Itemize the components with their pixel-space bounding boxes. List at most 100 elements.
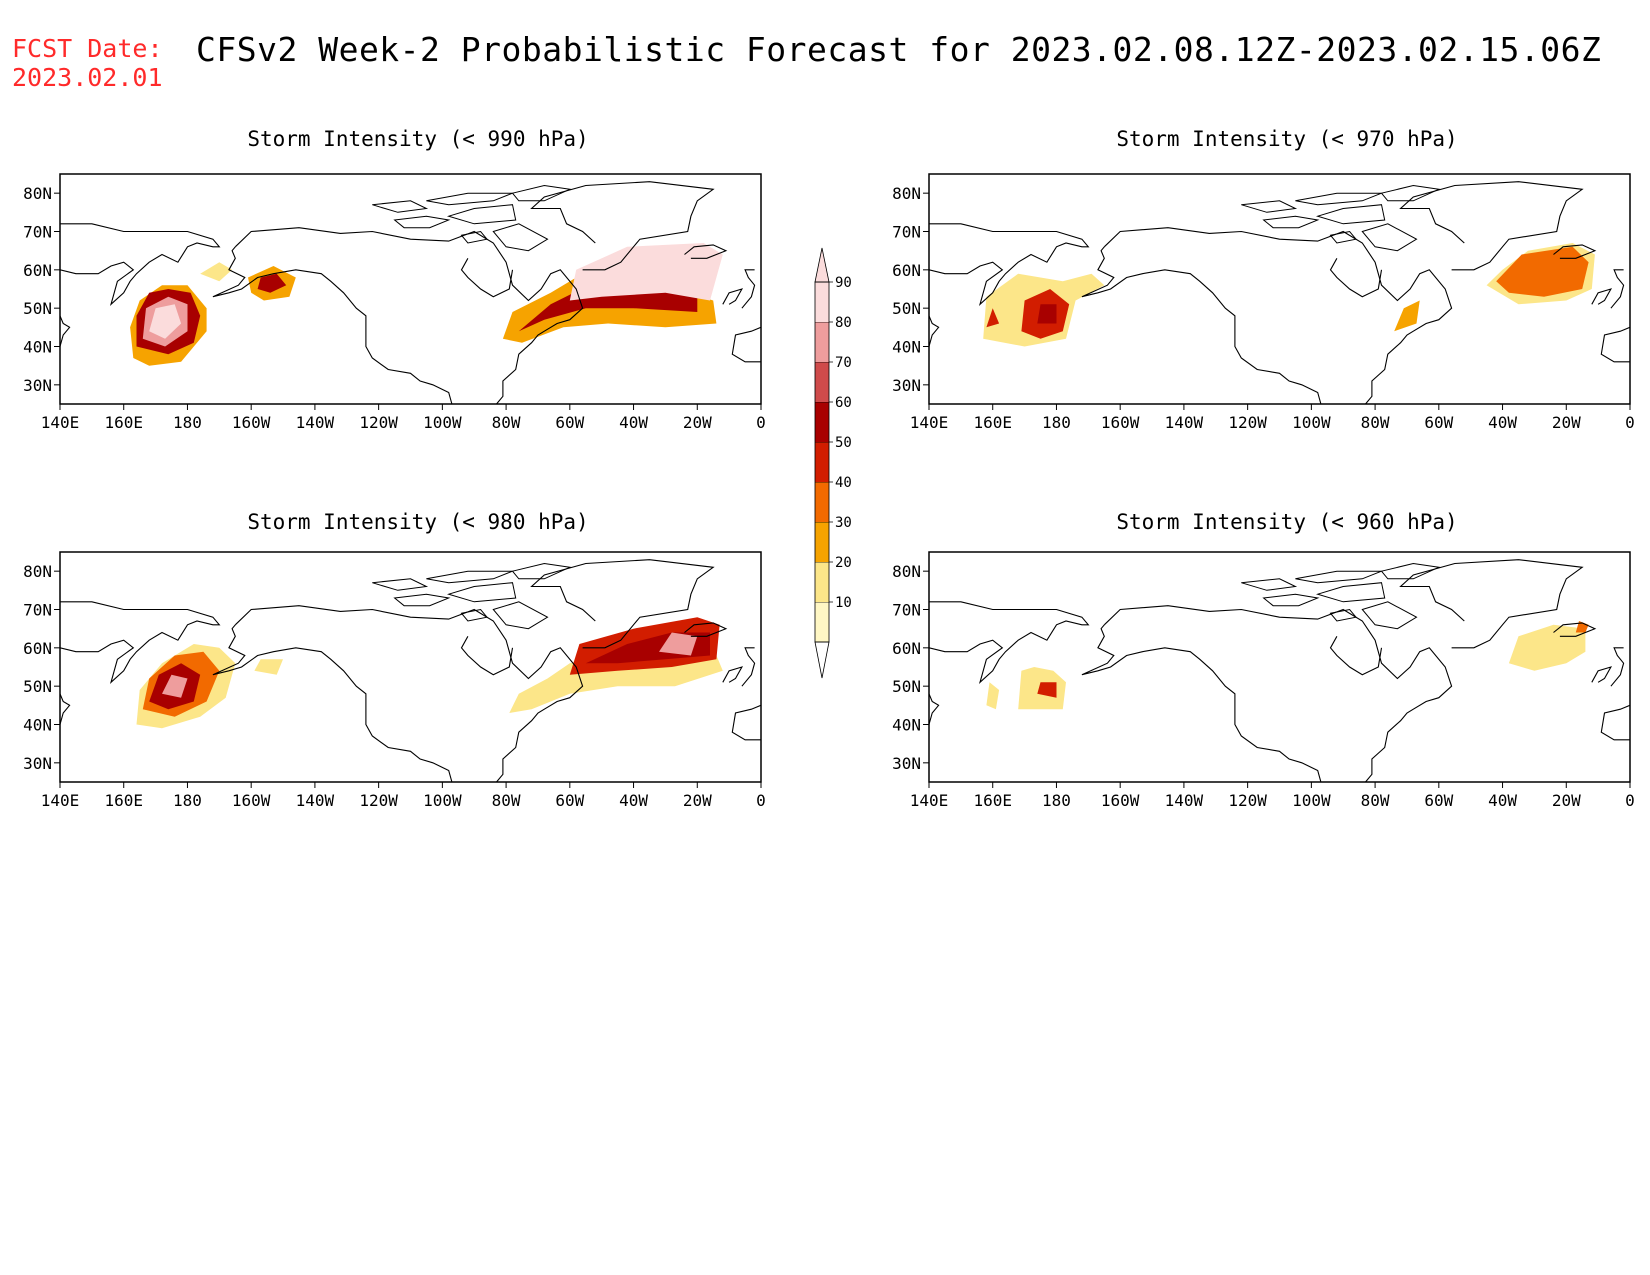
map-panel-980: Storm Intensity (< 980 hPa) 140E 160E 180 16… <box>23 510 766 810</box>
x-tick-label: 100W <box>1292 413 1331 432</box>
y-tick-label: 50N <box>23 299 52 318</box>
x-tick-label: 80W <box>1361 413 1390 432</box>
x-tick-label: 180 <box>1042 791 1071 810</box>
colorbar-label: 20 <box>835 555 852 571</box>
x-tick-label: 80W <box>492 791 521 810</box>
y-tick-label: 30N <box>892 754 921 773</box>
probability-region-60 <box>1037 304 1057 324</box>
x-tick-label: 20W <box>1552 413 1581 432</box>
colorbar-swatch <box>815 522 829 562</box>
arctic-island <box>1241 578 1298 591</box>
arctic-island <box>1262 593 1320 607</box>
probability-region-90 <box>569 243 723 301</box>
coastline <box>1103 227 1453 404</box>
map-panel-990: Storm Intensity (< 990 hPa) 140E 160E 180 16… <box>23 127 766 432</box>
colorbar-max-arrow <box>814 247 830 283</box>
arctic-island <box>1315 582 1386 603</box>
x-tick-label: 40W <box>619 413 648 432</box>
arctic-island <box>1295 192 1382 206</box>
coastline <box>530 181 715 271</box>
coastline <box>212 246 453 404</box>
probability-region-80 <box>162 674 188 698</box>
coastline <box>741 269 756 309</box>
page-title: CFSv2 Week-2 Probabilistic Forecast for … <box>196 30 1602 69</box>
coastline <box>60 315 71 347</box>
colorbar-swatch <box>815 562 829 602</box>
probability-region-30 <box>1394 300 1420 332</box>
colorbar-label: 50 <box>835 435 852 451</box>
x-tick-label: 120W <box>1228 413 1267 432</box>
coastline <box>929 223 1090 306</box>
y-tick-label: 30N <box>23 754 52 773</box>
x-tick-label: 160E <box>104 791 143 810</box>
arctic-island <box>1241 200 1298 213</box>
map-frame <box>59 173 762 405</box>
coastline <box>741 647 756 687</box>
x-tick-label: 0 <box>756 413 766 432</box>
x-tick-label: 20W <box>683 791 712 810</box>
colorbar-label: 80 <box>835 315 852 331</box>
coastline <box>530 559 715 649</box>
arctic-island <box>372 200 429 213</box>
probability-region-60 <box>518 285 698 332</box>
colorbar-label: 40 <box>835 475 852 491</box>
y-tick-label: 60N <box>23 639 52 658</box>
coastline <box>1081 624 1322 782</box>
x-tick-label: 160E <box>973 791 1012 810</box>
x-tick-label: 140W <box>296 413 335 432</box>
arctic-island <box>1315 204 1386 225</box>
y-tick-label: 40N <box>892 716 921 735</box>
colorbar-min-arrow <box>814 641 830 679</box>
coastline <box>1329 636 1383 676</box>
y-tick-label: 80N <box>23 562 52 581</box>
y-tick-label: 40N <box>892 338 921 357</box>
panel-title: Storm Intensity (< 970 hPa) <box>1116 127 1457 151</box>
y-tick-label: 40N <box>23 338 52 357</box>
arctic-island <box>1329 608 1357 622</box>
coastline <box>1610 269 1625 309</box>
x-tick-label: 140W <box>296 791 335 810</box>
panel-title: Storm Intensity (< 980 hPa) <box>247 510 588 534</box>
x-tick-label: 60W <box>555 791 584 810</box>
x-tick-label: 40W <box>1488 791 1517 810</box>
x-tick-label: 120W <box>359 791 398 810</box>
y-tick-label: 30N <box>23 376 52 395</box>
y-tick-label: 70N <box>23 223 52 242</box>
arctic-island <box>393 593 451 607</box>
colorbar-swatch <box>815 482 829 522</box>
y-tick-label: 50N <box>892 677 921 696</box>
forecast-date-label: FCST Date: 2023.02.01 <box>12 34 163 92</box>
coastline <box>460 636 514 676</box>
y-tick-label: 80N <box>892 184 921 203</box>
x-tick-label: 100W <box>423 791 462 810</box>
colorbar-swatch <box>815 402 829 442</box>
arctic-island <box>426 570 513 584</box>
x-tick-label: 160W <box>1101 791 1140 810</box>
arctic-island <box>511 562 572 580</box>
x-tick-label: 0 <box>1625 791 1635 810</box>
arctic-island <box>1380 184 1441 202</box>
y-tick-label: 80N <box>23 184 52 203</box>
arctic-island <box>1295 570 1382 584</box>
x-tick-label: 160W <box>1101 413 1140 432</box>
coastline <box>60 601 221 684</box>
x-tick-label: 0 <box>756 791 766 810</box>
arctic-island <box>460 230 488 244</box>
coastline <box>1329 258 1383 298</box>
map-panel-970: Storm Intensity (< 970 hPa) 140E 160E 180 16… <box>892 127 1635 432</box>
colorbar-label: 60 <box>835 395 852 411</box>
arctic-island <box>492 601 549 630</box>
x-tick-label: 20W <box>1552 791 1581 810</box>
fcst-date-caption: FCST Date: <box>12 34 163 63</box>
coastline <box>1553 622 1597 637</box>
x-tick-label: 160E <box>104 413 143 432</box>
x-tick-label: 120W <box>1228 791 1267 810</box>
arctic-island <box>1380 562 1441 580</box>
panel-title: Storm Intensity (< 990 hPa) <box>247 127 588 151</box>
x-tick-label: 140W <box>1165 413 1204 432</box>
arctic-island <box>372 578 429 591</box>
coastline <box>929 601 1090 684</box>
colorbar-label: 90 <box>835 275 852 291</box>
coastline <box>1553 244 1597 259</box>
